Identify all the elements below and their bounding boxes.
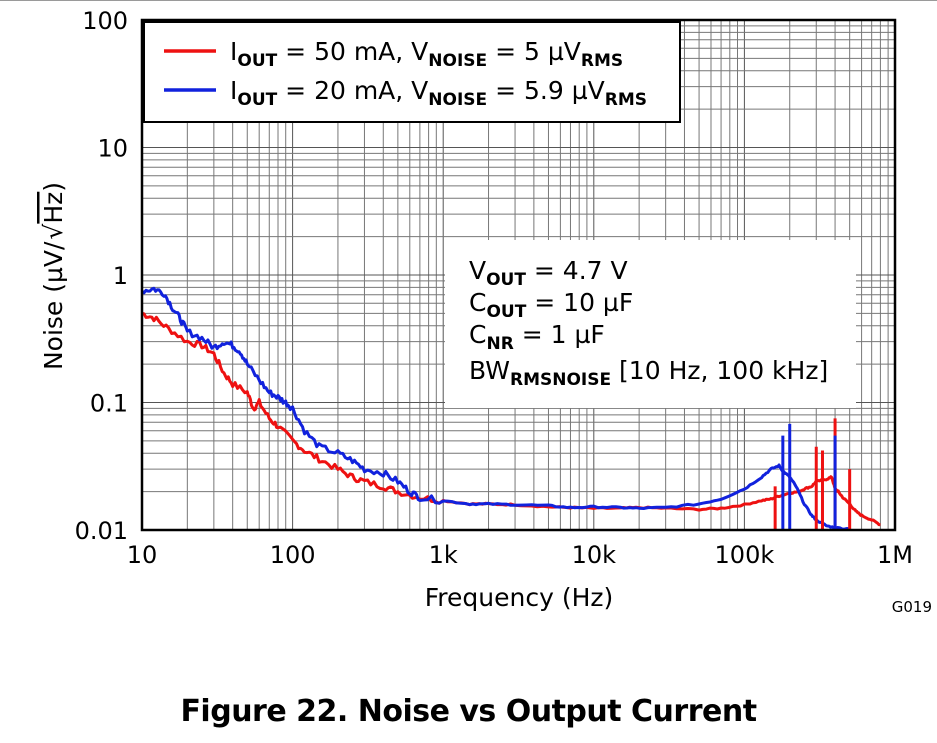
y-tick-label: 0.1 [90,390,128,418]
condition-cnr: CNR = 1 µF [469,320,605,354]
y-tick-label: 0.01 [75,517,128,545]
x-tick-label: 1k [429,541,458,569]
x-tick-label: 10k [572,541,617,569]
series-line-0 [141,311,881,527]
y-axis-title: Noise (µV/√Hz) [39,182,68,370]
legend: IOUT = 50 mA, VNOISE = 5 µVRMS IOUT = 20… [143,21,681,123]
legend-box [143,21,681,123]
x-tick-label: 10 [127,541,158,569]
series-layer [141,286,881,531]
legend-label-50ma: IOUT = 50 mA, VNOISE = 5 µVRMS [230,37,623,71]
condition-vout: VOUT = 4.7 V [469,256,628,290]
legend-label-20ma: IOUT = 20 mA, VNOISE = 5.9 µVRMS [230,76,647,110]
x-tick-label: 100 [270,541,316,569]
x-tick-label: 1M [877,541,913,569]
x-axis-title: Frequency (Hz) [425,583,614,612]
plot-frame [140,18,897,532]
x-tick-label: 100k [715,541,775,569]
y-tick-label: 1 [113,262,128,290]
y-tick-label: 10 [97,135,128,163]
y-tick-label: 100 [82,7,128,35]
figure-caption: Figure 22. Noise vs Output Current [180,694,757,729]
sqrt-sign: √ [39,224,68,240]
x-axis-ticks: 10 100 1k 10k 100k 1M [127,541,913,569]
condition-cout: COUT = 10 µF [469,288,633,322]
y-axis-ticks: 0.01 0.1 1 10 100 [75,7,128,545]
conditions-box: VOUT = 4.7 V COUT = 10 µF CNR = 1 µF BWR… [445,240,856,408]
conditions-background [445,240,856,408]
condition-bandwidth: BWRMSNOISE [10 Hz, 100 kHz] [469,356,828,390]
noise-chart: IOUT = 50 mA, VNOISE = 5 µVRMS IOUT = 20… [39,7,932,616]
svg-text:Noise (µV/√Hz): Noise (µV/√Hz) [39,182,68,370]
graph-id: G019 [892,598,932,616]
top-divider-line [0,0,937,1]
